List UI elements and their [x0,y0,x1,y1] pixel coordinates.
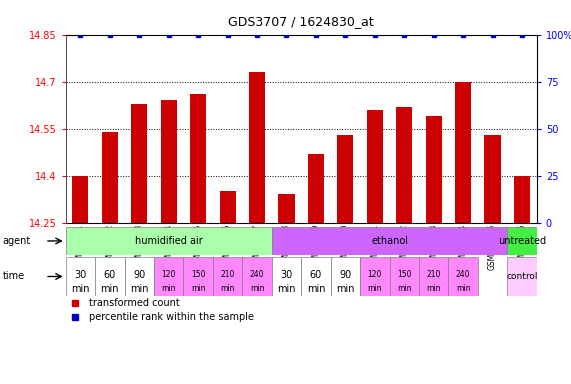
Text: GDS3707 / 1624830_at: GDS3707 / 1624830_at [228,15,374,28]
Bar [360,257,389,296]
Text: percentile rank within the sample: percentile rank within the sample [89,312,254,322]
Text: 90: 90 [133,270,146,280]
Text: min: min [100,284,119,294]
Bar [396,107,412,223]
Bar [154,257,183,296]
Text: untreated: untreated [498,236,546,246]
Text: 150: 150 [191,270,206,279]
Text: 30: 30 [74,270,87,280]
Text: control: control [506,272,538,281]
Bar [272,257,301,296]
Bar [73,176,89,223]
Bar [272,227,507,255]
Bar [66,257,95,296]
Bar [455,82,471,223]
Bar [242,257,272,296]
Text: min: min [336,284,355,294]
Bar [213,257,242,296]
Bar [367,110,383,223]
Bar [95,257,124,296]
Bar [219,191,236,223]
Bar [124,257,154,296]
Bar [514,176,530,223]
Text: 210: 210 [427,270,441,279]
Text: min: min [162,284,176,293]
Bar [190,94,206,223]
Bar [507,257,537,296]
Bar [301,257,331,296]
Text: min: min [130,284,148,294]
Text: 240: 240 [250,270,264,279]
Bar [131,104,147,223]
Text: min: min [220,284,235,293]
Bar [160,101,177,223]
Bar [389,257,419,296]
Text: 60: 60 [310,270,322,280]
Text: 210: 210 [220,270,235,279]
Text: min: min [191,284,206,293]
Text: min: min [250,284,264,293]
Bar [66,227,272,255]
Text: 120: 120 [368,270,382,279]
Text: 60: 60 [104,270,116,280]
Text: humidified air: humidified air [135,236,203,246]
Bar [249,72,265,223]
Text: min: min [427,284,441,293]
Bar [183,257,213,296]
Text: min: min [71,284,90,294]
Text: 120: 120 [162,270,176,279]
Text: min: min [456,284,471,293]
Text: time: time [3,271,25,281]
Text: 90: 90 [339,270,352,280]
Text: min: min [307,284,325,294]
Bar [448,257,478,296]
Text: agent: agent [3,236,31,246]
Text: 30: 30 [280,270,292,280]
Bar [331,257,360,296]
Bar [102,132,118,223]
Bar [308,154,324,223]
Bar [484,135,501,223]
Text: min: min [278,284,296,294]
Bar [279,195,295,223]
Bar [337,135,353,223]
Text: min: min [368,284,382,293]
Text: min: min [397,284,412,293]
Text: 150: 150 [397,270,412,279]
Bar [419,257,448,296]
Text: 240: 240 [456,270,471,279]
Text: transformed count: transformed count [89,298,180,308]
Bar [425,116,442,223]
Bar [507,227,537,255]
Text: ethanol: ethanol [371,236,408,246]
